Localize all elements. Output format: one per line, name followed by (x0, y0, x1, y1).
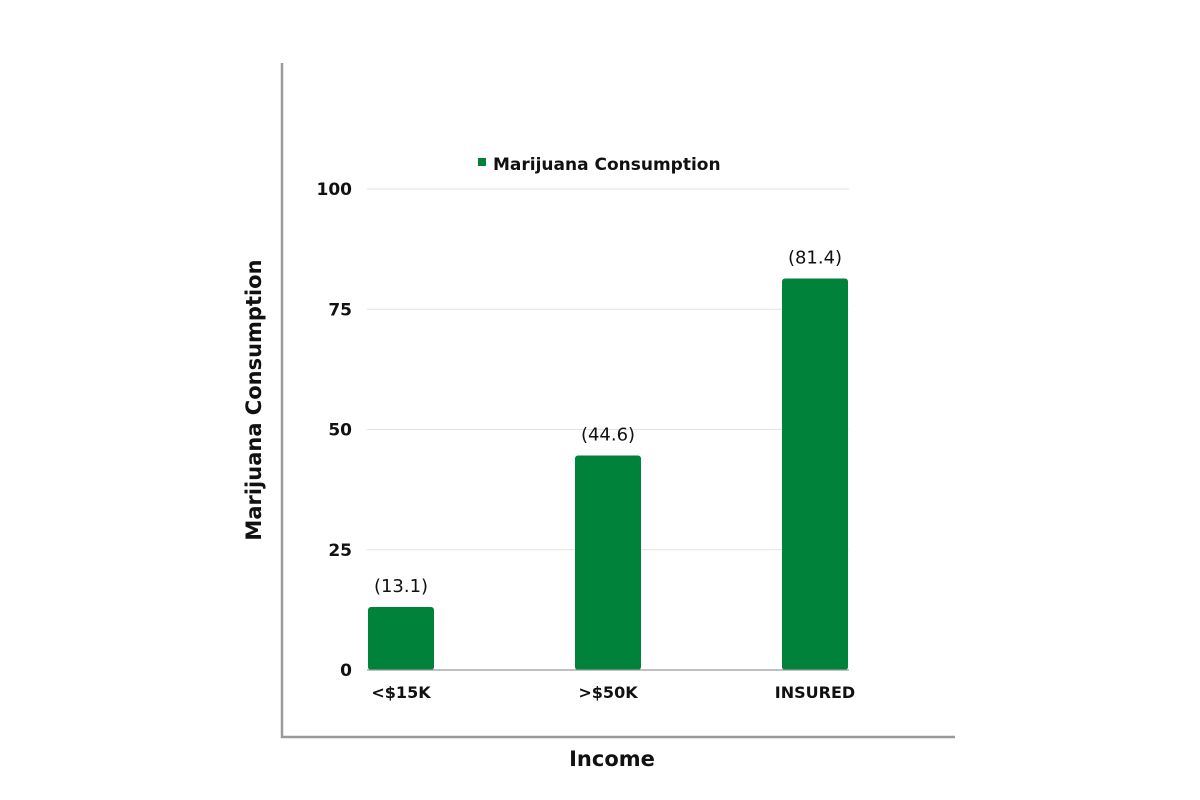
y-tick-label: 100 (317, 180, 353, 200)
data-label: (44.6) (581, 424, 635, 445)
x-tick-label: <$15K (371, 683, 431, 702)
bar (575, 455, 641, 670)
x-tick-labels: <$15K >$50K INSURED (371, 683, 855, 702)
legend-label: Marijuana Consumption (493, 155, 721, 175)
y-tick-label: 50 (328, 421, 352, 441)
y-tick-label: 0 (340, 661, 352, 681)
x-tick-label: INSURED (775, 683, 855, 702)
x-axis-title: Income (569, 747, 655, 771)
data-label: (13.1) (374, 576, 428, 597)
y-axis-title: Marijuana Consumption (242, 259, 266, 540)
bars (368, 278, 848, 670)
bar (368, 606, 434, 670)
x-tick-label: >$50K (578, 683, 638, 702)
legend: Marijuana Consumption (478, 155, 721, 175)
legend-swatch (478, 158, 486, 166)
bar (782, 278, 848, 670)
data-label: (81.4) (788, 247, 842, 268)
data-labels: (13.1) (44.6) (81.4) (374, 247, 842, 597)
y-tick-label: 25 (328, 541, 352, 561)
y-tick-labels: 0 25 50 75 100 (317, 180, 353, 681)
y-tick-label: 75 (328, 300, 352, 320)
